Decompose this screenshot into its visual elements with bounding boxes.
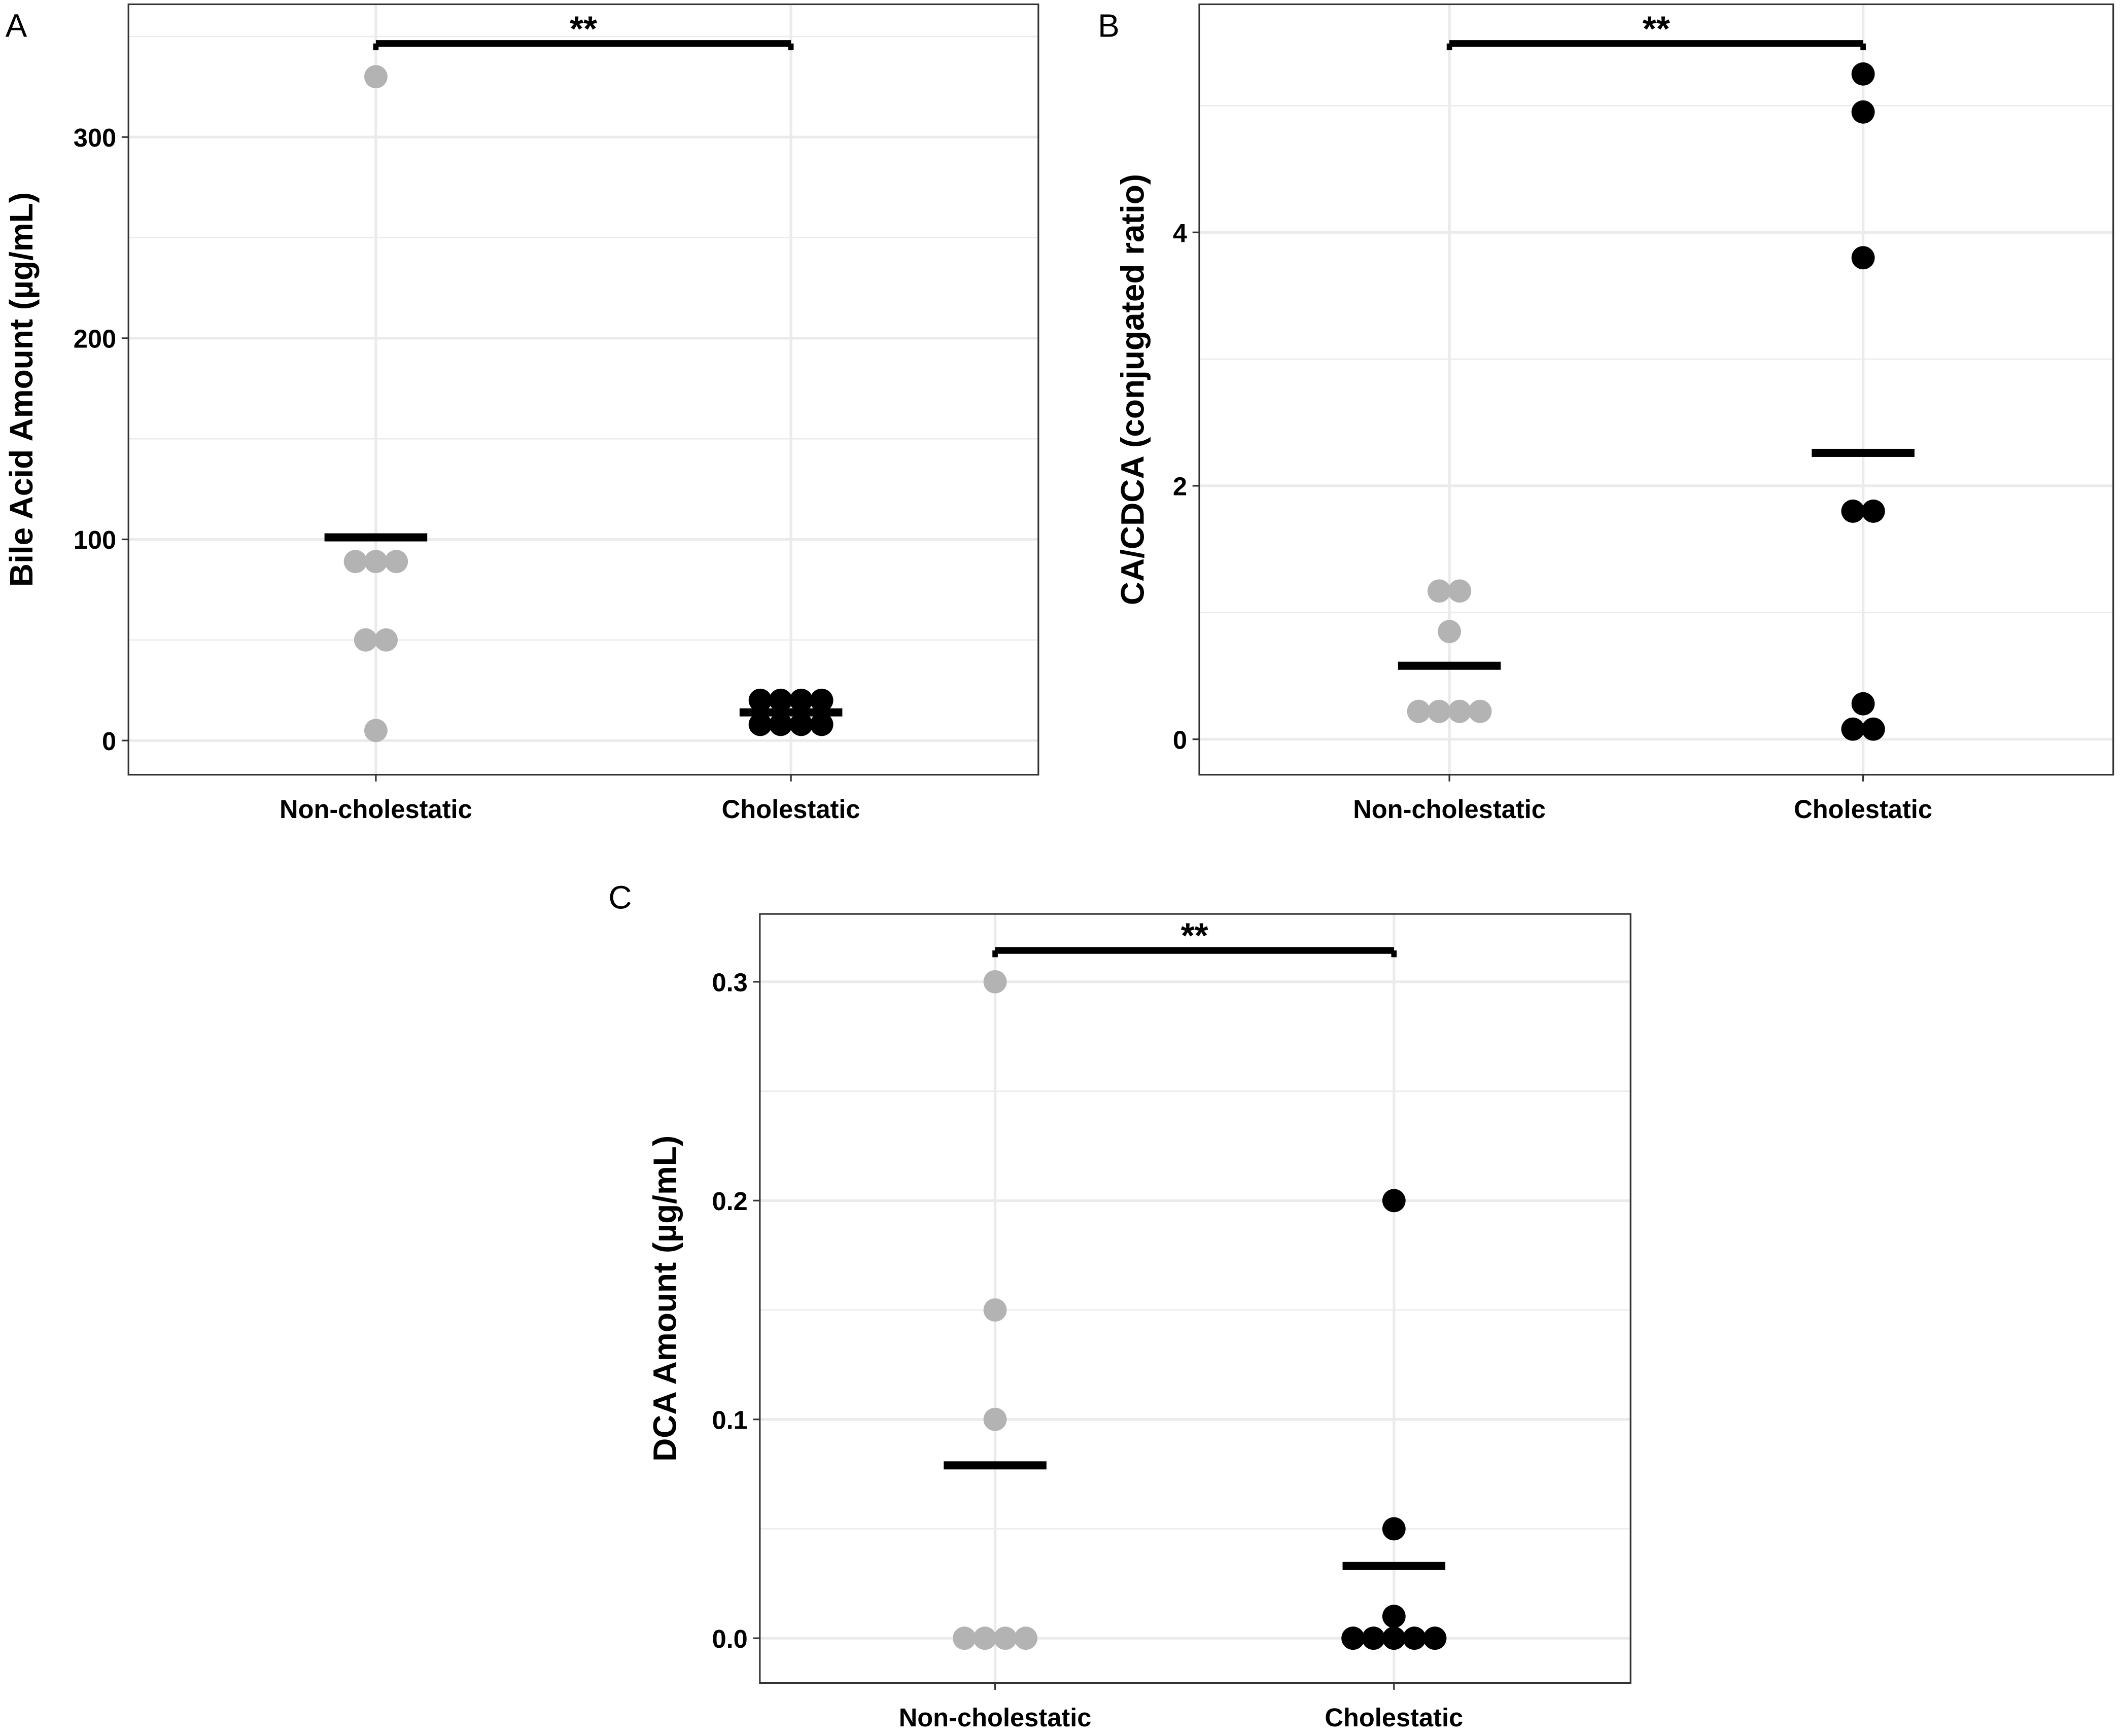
y-axis-label: DCA Amount (µg/mL): [647, 1136, 683, 1462]
data-point: [364, 550, 388, 574]
data-point: [1427, 579, 1451, 603]
data-point: [983, 970, 1007, 994]
data-point: [1851, 246, 1875, 270]
data-point: [1841, 499, 1865, 523]
panel-border: [127, 3, 1039, 776]
y-tick-label: 300: [74, 123, 116, 152]
significance-bracket: **: [1446, 9, 1866, 51]
mean-bar: [1398, 661, 1501, 670]
mean-bar: [1812, 448, 1915, 457]
y-axis-label: Bile Acid Amount (µg/mL): [3, 192, 40, 587]
data-point: [1423, 1626, 1447, 1650]
data-point: [789, 713, 813, 736]
panel-letter: C: [608, 879, 632, 915]
data-point: [1427, 699, 1451, 723]
panel-A: 0 100 200 300 Non-cholestatic Cholestatic Bile…: [3, 3, 1039, 824]
panel-letter: B: [1098, 7, 1120, 44]
x-tick-label: Cholestatic: [1325, 1703, 1463, 1732]
data-point: [810, 713, 833, 736]
data-point: [1448, 699, 1472, 723]
panel-B: 0 2 4 Non-cholestatic Cholestatic CA/CDCA (co…: [1098, 3, 2114, 824]
data-point: [983, 1298, 1007, 1322]
data-point: [1407, 699, 1431, 723]
x-tick-label: Cholestatic: [1794, 795, 1932, 824]
data-point: [1014, 1626, 1038, 1650]
data-point: [983, 1407, 1007, 1431]
y-tick-label: 0.3: [712, 968, 747, 997]
y-tick-label: 0.0: [712, 1624, 747, 1653]
panel-letter: A: [6, 7, 27, 44]
y-tick-label: 100: [74, 525, 116, 554]
data-point: [1382, 1626, 1406, 1650]
y-tick-label: 4: [1173, 219, 1187, 247]
data-point: [973, 1626, 997, 1650]
data-point: [1841, 717, 1865, 741]
y-axis-label: CA/CDCA (conjugated ratio): [1115, 174, 1151, 605]
x-tick-label: Cholestatic: [722, 795, 860, 824]
data-point: [810, 688, 833, 712]
data-point: [953, 1626, 976, 1650]
significance-label: **: [1643, 9, 1670, 48]
data-point: [1851, 692, 1875, 716]
data-point: [1861, 499, 1885, 523]
mean-bar: [1342, 1562, 1446, 1570]
data-point: [1851, 100, 1875, 124]
significance-label: **: [570, 9, 597, 48]
data-point: [1851, 62, 1875, 86]
data-point: [1382, 1605, 1406, 1628]
y-tick-label: 0.1: [712, 1405, 747, 1434]
data-point: [354, 628, 377, 652]
data-point: [1448, 579, 1472, 603]
panel-border: [1198, 3, 2114, 776]
significance-bracket: **: [992, 916, 1397, 958]
data-point: [1861, 717, 1885, 741]
x-tick-label: Non-cholestatic: [280, 795, 472, 824]
data-point: [769, 713, 792, 736]
data-point: [1341, 1626, 1365, 1650]
y-tick-label: 2: [1173, 472, 1187, 501]
x-tick-label: Non-cholestatic: [899, 1703, 1092, 1732]
data-point: [385, 550, 408, 574]
significance-label: **: [1181, 916, 1208, 955]
y-tick-label: 0: [102, 727, 116, 756]
panel-border: [759, 913, 1631, 1684]
data-point: [1382, 1517, 1406, 1541]
data-point: [993, 1626, 1017, 1650]
mean-bar: [944, 1461, 1047, 1470]
data-point: [769, 688, 792, 712]
data-point: [1468, 699, 1492, 723]
y-tick-label: 0.2: [712, 1187, 747, 1216]
data-point: [1382, 1189, 1406, 1213]
data-point: [789, 688, 813, 712]
panel-C: 0.0 0.1 0.2 0.3 Non-cholestatic Cholestatic DC…: [608, 879, 1631, 1732]
data-point: [364, 719, 388, 742]
data-point: [1362, 1626, 1385, 1650]
significance-bracket: **: [373, 9, 794, 51]
data-point: [1403, 1626, 1427, 1650]
data-point: [343, 550, 367, 574]
data-point: [748, 688, 772, 712]
data-point: [374, 628, 398, 652]
y-tick-label: 200: [74, 325, 116, 353]
data-point: [748, 713, 772, 736]
mean-bar: [324, 533, 428, 542]
data-point: [1438, 620, 1461, 644]
y-tick-label: 0: [1173, 725, 1187, 754]
x-tick-label: Non-cholestatic: [1353, 795, 1546, 824]
mean-bar: [739, 708, 843, 717]
data-point: [364, 65, 388, 89]
